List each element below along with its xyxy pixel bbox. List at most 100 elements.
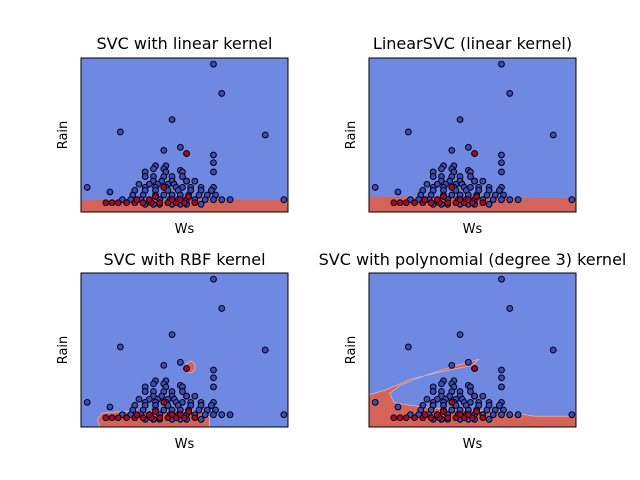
data-point-class-0 [429,388,437,395]
y-axis-label: Rain [56,336,71,365]
data-point-class-1 [473,193,481,201]
data-point-class-1 [464,196,472,204]
data-point-class-1 [191,414,199,422]
data-point-class-0 [498,151,505,159]
subplot-svc-rbf: SVC with RBF kernel Ws Rain [56,250,289,452]
data-point-class-0 [280,196,288,204]
data-point-class-0 [456,331,464,339]
data-point-class-1 [168,196,176,204]
subplot-linearsvc: LinearSVC (linear kernel) Ws Rain [344,34,577,237]
data-point-class-1 [471,365,478,372]
data-point-class-1 [108,199,116,207]
data-point-class-0 [429,173,437,180]
subplot-svc-poly: SVC with polynomial (degree 3) kernel Ws… [319,250,627,452]
data-point-class-0 [261,131,269,139]
data-point-class-1 [191,199,199,207]
data-point-class-0 [467,388,474,395]
data-point-class-1 [156,199,164,207]
data-point-class-1 [433,196,441,204]
data-point-class-1 [185,408,193,416]
data-point-class-1 [139,414,147,422]
data-point-class-1 [421,196,429,204]
data-point-class-0 [404,128,412,136]
data-point-class-1 [102,199,110,207]
data-point-class-0 [210,151,217,159]
data-point-class-0 [176,143,184,151]
data-point-class-0 [394,403,402,411]
data-point-class-0 [498,60,505,68]
data-point-class-1 [411,199,418,207]
data-point-class-1 [183,365,190,372]
data-point-class-0 [371,183,379,191]
data-point-class-1 [108,414,116,422]
data-point-class-0 [261,346,269,354]
data-point-class-1 [444,414,452,422]
data-point-class-0 [448,191,456,199]
data-point-class-0 [489,411,497,419]
data-point-class-1 [145,411,153,419]
data-point-class-0 [498,159,505,167]
data-point-class-0 [176,358,184,366]
data-point-class-1 [456,196,464,204]
data-point-class-1 [471,150,478,157]
data-point-class-0 [498,374,505,382]
x-axis-label: Ws [463,437,483,452]
data-point-class-0 [448,147,456,154]
data-point-class-0 [218,411,226,419]
data-point-class-0 [464,358,472,366]
data-point-class-1 [123,414,130,422]
data-point-class-0 [195,406,203,414]
data-point-class-0 [183,392,190,400]
data-point-class-0 [423,395,431,403]
data-point-class-0 [160,406,168,414]
data-point-class-1 [133,196,141,204]
data-point-class-1 [411,414,418,422]
data-point-class-0 [506,411,514,419]
data-point-class-0 [191,392,199,400]
data-point-class-1 [114,414,122,422]
data-point-class-0 [116,343,124,351]
data-point-class-0 [168,331,176,339]
data-point-class-0 [135,180,143,188]
data-point-class-0 [150,380,157,388]
data-point-class-0 [467,173,474,180]
data-point-class-1 [427,414,435,422]
data-point-class-0 [208,187,215,194]
data-point-class-0 [160,191,168,199]
data-point-class-1 [160,183,168,191]
data-point-class-0 [549,346,557,354]
data-point-class-0 [471,177,478,185]
data-point-class-0 [568,196,576,204]
data-point-class-1 [168,411,176,419]
y-axis-label: Rain [344,336,359,365]
data-point-class-0 [448,362,456,369]
data-point-class-0 [498,275,505,283]
data-point-class-0 [496,402,503,409]
axes-frame [80,272,289,428]
data-point-class-1 [396,414,404,422]
data-point-class-0 [210,159,217,167]
data-point-class-0 [197,200,205,208]
data-point-class-0 [208,402,215,409]
data-point-class-1 [145,196,153,204]
data-point-class-0 [116,128,124,136]
data-point-class-0 [210,374,217,382]
data-point-class-0 [485,415,493,423]
data-point-class-0 [514,411,522,419]
data-point-class-1 [421,411,429,419]
data-point-class-1 [185,193,193,201]
data-point-class-0 [179,173,186,180]
data-point-class-1 [114,199,122,207]
data-point-class-1 [448,398,456,406]
data-point-class-0 [423,180,431,188]
data-point-class-0 [210,383,217,391]
data-point-class-1 [402,414,410,422]
axes-frame [368,57,577,213]
data-point-class-1 [183,150,190,157]
data-point-class-0 [479,177,487,185]
data-point-class-0 [195,191,203,199]
chart-title: SVC with polynomial (degree 3) kernel [319,250,627,269]
data-point-class-0 [568,411,576,419]
plot-area [369,273,576,427]
